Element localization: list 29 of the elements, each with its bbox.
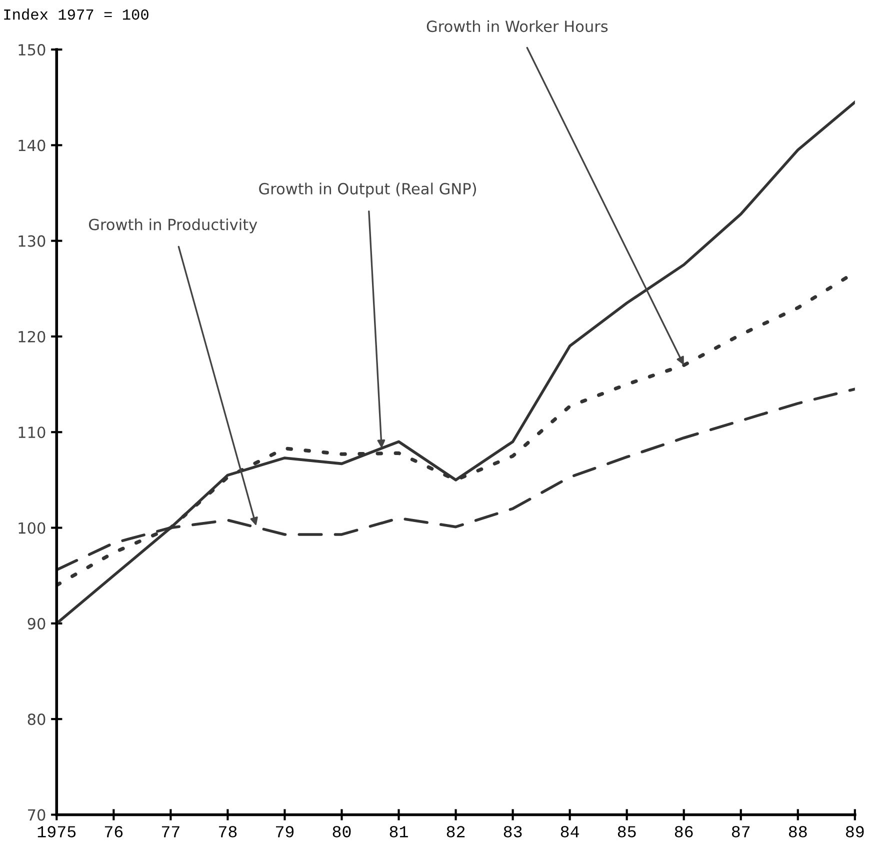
y-tick-label: 130 (18, 235, 46, 247)
y-axis-title: Index 1977 = 100 (4, 8, 148, 20)
x-tick-label: 83 (504, 826, 522, 838)
x-tick-label: 1975 (38, 826, 76, 838)
x-tick-label: 77 (162, 826, 180, 838)
x-tick-label: 82 (446, 826, 465, 838)
x-tick-label: 78 (218, 826, 237, 838)
line-series (56, 100, 855, 625)
x-tick-label: 81 (390, 826, 408, 838)
annotation: Growth in Worker Hours (426, 20, 608, 32)
x-tick-label: 84 (560, 826, 579, 838)
x-tick-label: 76 (104, 826, 123, 838)
x-tick-label: 87 (732, 826, 750, 838)
y-tick-label: 110 (18, 426, 46, 438)
y-tick-label: 90 (28, 618, 46, 630)
x-tick-label: 89 (846, 826, 864, 838)
y-tick-label: 100 (18, 522, 46, 534)
y-tick-label: 70 (28, 809, 46, 821)
annotation: Growth in Productivity (88, 218, 258, 234)
x-tick-label: 85 (618, 826, 636, 838)
y-tick-label: 80 (28, 714, 46, 726)
x-tick-label: 80 (332, 826, 351, 838)
y-tick-label: 150 (18, 44, 46, 56)
x-tick-label: 88 (788, 826, 807, 838)
y-tick-label: 120 (18, 330, 46, 342)
x-tick-label: 86 (674, 826, 693, 838)
x-tick-label: 79 (276, 826, 294, 838)
y-tick-label: 140 (18, 140, 46, 152)
annotation: Growth in Output (Real GNP) (259, 182, 476, 198)
